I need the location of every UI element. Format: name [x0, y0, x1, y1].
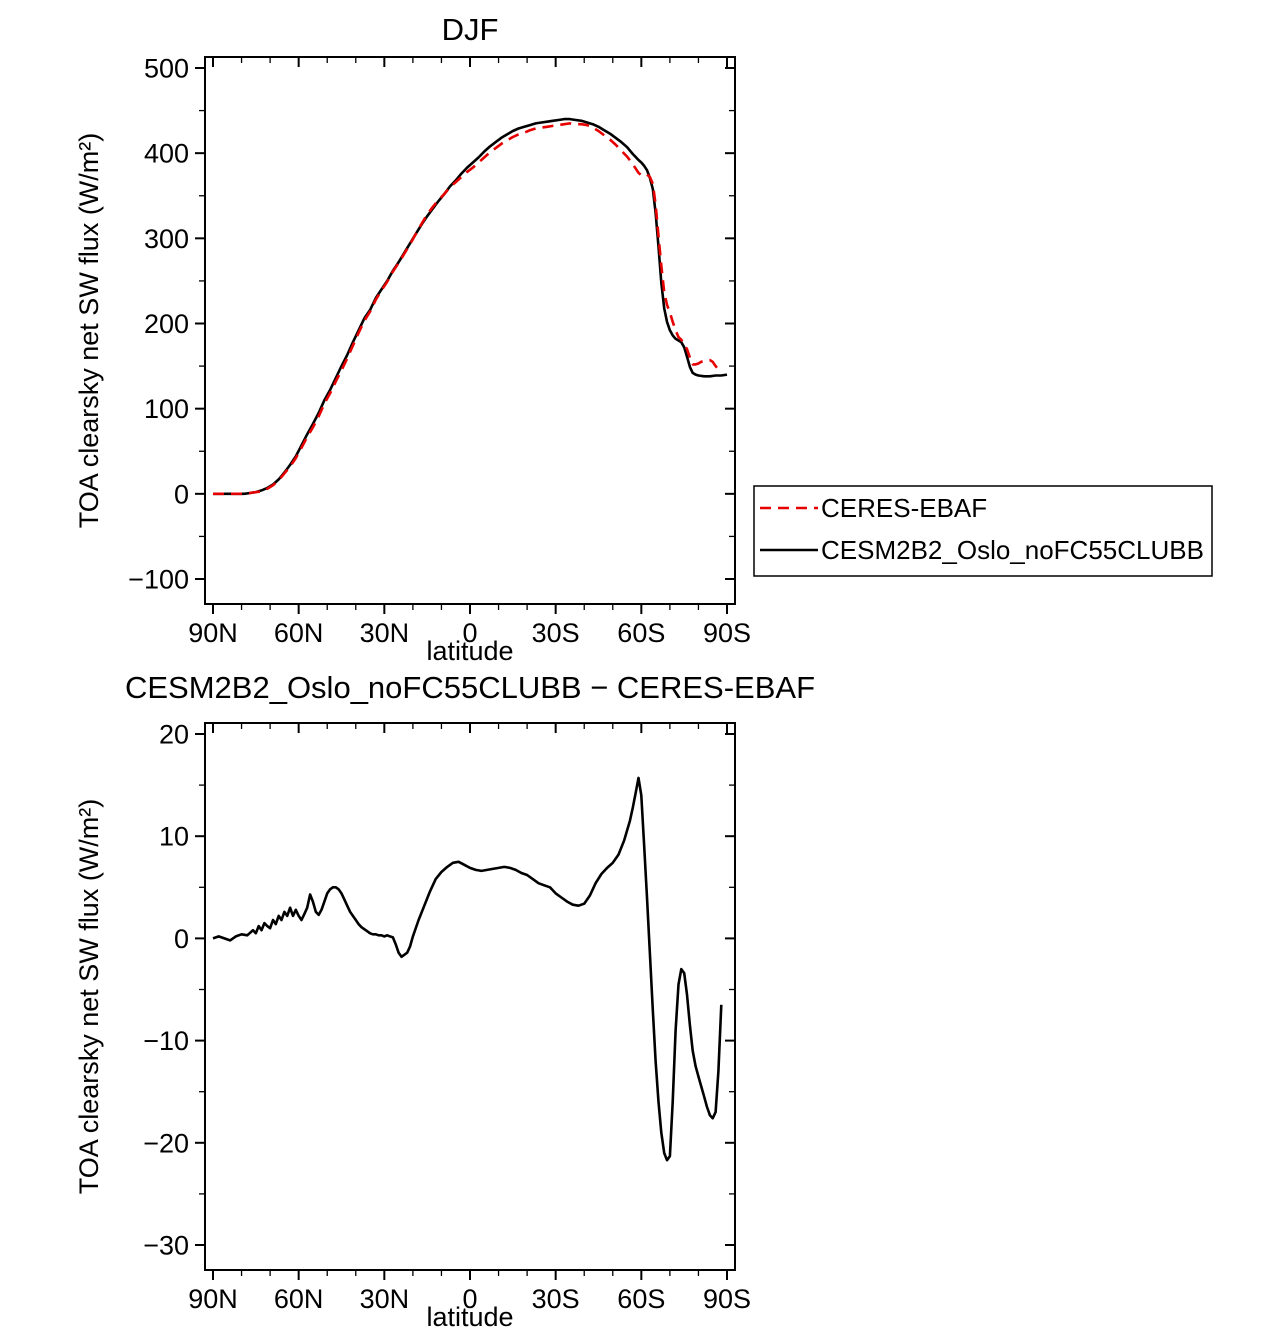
x-tick-label: 30S — [532, 1284, 580, 1314]
y-axis-label: TOA clearsky net SW flux (W/m²) — [74, 799, 104, 1195]
x-tick-label: 30N — [360, 1284, 410, 1314]
x-axis-label: latitude — [426, 636, 513, 666]
x-tick-label: 90S — [703, 1284, 751, 1314]
y-tick-label: 20 — [159, 719, 189, 749]
x-tick-label: 90N — [188, 618, 238, 648]
series-line-dashed — [213, 122, 720, 496]
y-axis-label: TOA clearsky net SW flux (W/m²) — [74, 133, 104, 529]
x-tick-label: 90S — [703, 618, 751, 648]
x-tick-label: 30N — [360, 618, 410, 648]
djf-chart-figure: DJF TOA clearsky net SW flux (W/m²) latitu… — [0, 0, 1285, 666]
chart-title: DJF — [442, 12, 499, 47]
difference-chart: CESM2B2_Oslo_noFC55CLUBB − CERES-EBAF TOA… — [74, 670, 815, 1332]
djf-chart: DJF TOA clearsky net SW flux (W/m²) latitu… — [74, 12, 1213, 666]
y-tick-label: −100 — [128, 564, 189, 594]
x-axis-label: latitude — [426, 1302, 513, 1332]
y-tick-label: 200 — [144, 309, 189, 339]
x-tick-label: 30S — [532, 618, 580, 648]
axis-box — [204, 722, 736, 1271]
y-tick-label: 500 — [144, 53, 189, 83]
x-tick-label: 60S — [617, 618, 665, 648]
y-tick-label: 400 — [144, 139, 189, 169]
y-tick-label: −30 — [143, 1230, 189, 1260]
legend-box — [753, 485, 1213, 577]
legend-label: CERES-EBAF — [821, 493, 987, 523]
y-tick-label: 100 — [144, 394, 189, 424]
y-tick-label: 0 — [174, 924, 189, 954]
y-tick-label: 300 — [144, 224, 189, 254]
x-tick-label: 0 — [462, 1284, 477, 1314]
x-tick-label: 90N — [188, 1284, 238, 1314]
y-tick-label: −10 — [143, 1026, 189, 1056]
x-tick-label: 60N — [274, 618, 324, 648]
series-line-solid — [213, 117, 728, 496]
legend-label: CESM2B2_Oslo_noFC55CLUBB — [821, 535, 1204, 565]
y-tick-label: −20 — [143, 1128, 189, 1158]
x-tick-label: 60S — [617, 1284, 665, 1314]
y-tick-label: 0 — [174, 479, 189, 509]
x-tick-label: 0 — [462, 618, 477, 648]
y-tick-label: 10 — [159, 822, 189, 852]
difference-chart-figure: CESM2B2_Oslo_noFC55CLUBB − CERES-EBAF TOA… — [0, 666, 1285, 1333]
x-tick-label: 60N — [274, 1284, 324, 1314]
axis-box — [204, 56, 736, 605]
chart-title: CESM2B2_Oslo_noFC55CLUBB − CERES-EBAF — [125, 670, 815, 705]
series-line-solid — [212, 776, 723, 1162]
